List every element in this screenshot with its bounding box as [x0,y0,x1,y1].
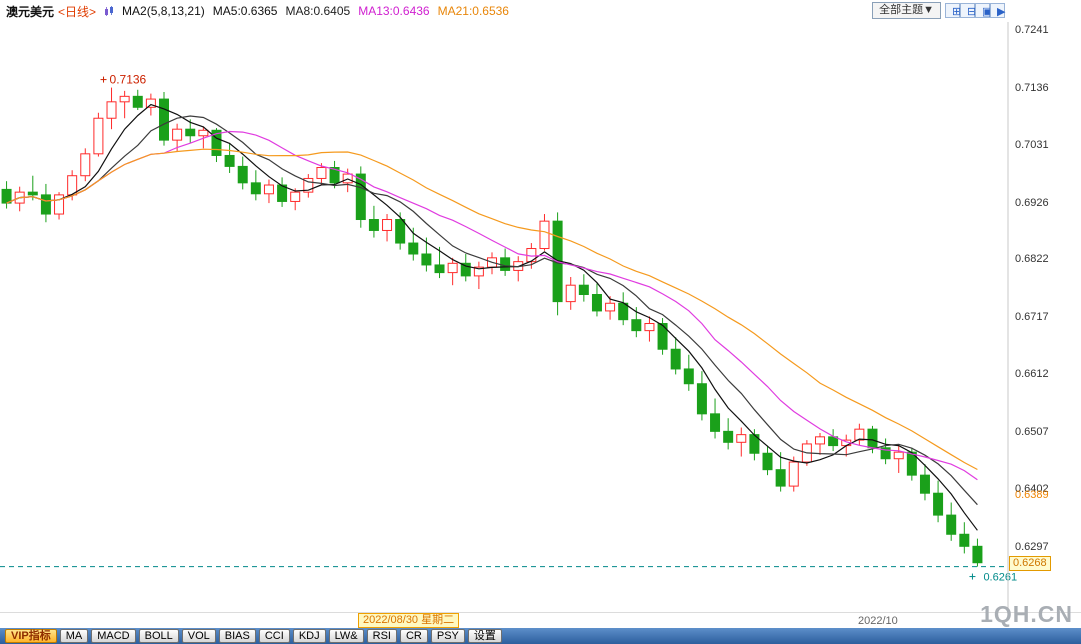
tab-bias[interactable]: BIAS [218,629,256,643]
ma5-value-label: MA5:0.6365 [212,4,278,18]
tab-ma[interactable]: MA [59,629,89,643]
ma21-axis-label: 0.6389 [1015,489,1049,502]
price-tick-label: 0.6297 [1015,540,1049,553]
svg-text:0.6261: 0.6261 [983,572,1017,584]
topbar-icon-group: ⊞ ⊟ ▣ ▶ [945,3,1005,18]
tab-vol[interactable]: VOL [181,629,216,643]
tab-lwr[interactable]: LW& [328,629,364,643]
price-tick-label: 0.7241 [1015,24,1049,37]
last-price-label: 0.6268 [1009,555,1051,571]
price-tick-label: 0.6822 [1015,253,1049,266]
selected-date-label: 2022/08/30 星期二 [358,613,460,628]
tab-rsi[interactable]: RSI [366,629,397,643]
topbar: 澳元美元 <日线> MA2(5,8,13,21) MA5:0.6365 MA8:… [0,0,1081,22]
tab-cci[interactable]: CCI [258,629,290,643]
price-tick-label: 0.6507 [1015,425,1049,438]
tab-boll[interactable]: BOLL [138,629,179,643]
month-label: 2022/10 [858,615,898,627]
price-tick-label: 0.6926 [1015,196,1049,209]
watermark: 1QH.CN [980,601,1073,627]
svg-text:0.7136: 0.7136 [110,73,147,87]
tab-macd[interactable]: MACD [91,629,136,643]
date-axis: 2022/08/30 星期二 2022/10 [0,612,1081,629]
tab-settings[interactable]: 设置 [467,629,502,643]
zoom-in-icon[interactable]: ⊞ [945,3,961,18]
zoom-out-icon[interactable]: ⊟ [960,3,976,18]
price-tick-label: 0.6612 [1015,368,1049,381]
indicator-toolbar: VIP指标 MA MACD BOLL VOL BIAS CCI KDJ LW& RSI CR PSY 设… [0,628,1081,644]
price-axis: 0.7241 0.7136 0.7031 0.6926 0.6822 0.6717 0.66… [1008,0,1081,612]
tab-psy[interactable]: PSY [430,629,465,643]
tab-vip[interactable]: VIP指标 [5,629,57,643]
ma8-value-label: MA8:0.6405 [285,4,351,18]
ma13-value-label: MA13:0.6436 [358,4,430,18]
price-tick-label: 0.6402 [1015,483,1049,496]
topbar-controls: 全部主题▼ ⊞ ⊟ ▣ ▶ [872,2,1005,19]
candlestick-chart[interactable]: 0.7136 0.6261 [0,0,1081,612]
kline-icon [104,5,114,17]
period-label[interactable]: <日线> [58,4,97,19]
tab-kdj[interactable]: KDJ [292,629,326,643]
ma-params-label: MA2(5,8,13,21) [122,4,205,18]
tab-cr[interactable]: CR [399,629,428,643]
symbol-name[interactable]: 澳元美元 [6,4,55,19]
chart-style-icon[interactable]: ▣ [975,3,992,18]
theme-dropdown-button[interactable]: 全部主题▼ [872,2,941,19]
price-tick-label: 0.7031 [1015,139,1049,152]
price-tick-label: 0.7136 [1015,81,1049,94]
price-tick-label: 0.6717 [1015,310,1049,323]
ma21-value-label: MA21:0.6536 [437,4,509,18]
play-forward-icon[interactable]: ▶ [990,3,1005,18]
